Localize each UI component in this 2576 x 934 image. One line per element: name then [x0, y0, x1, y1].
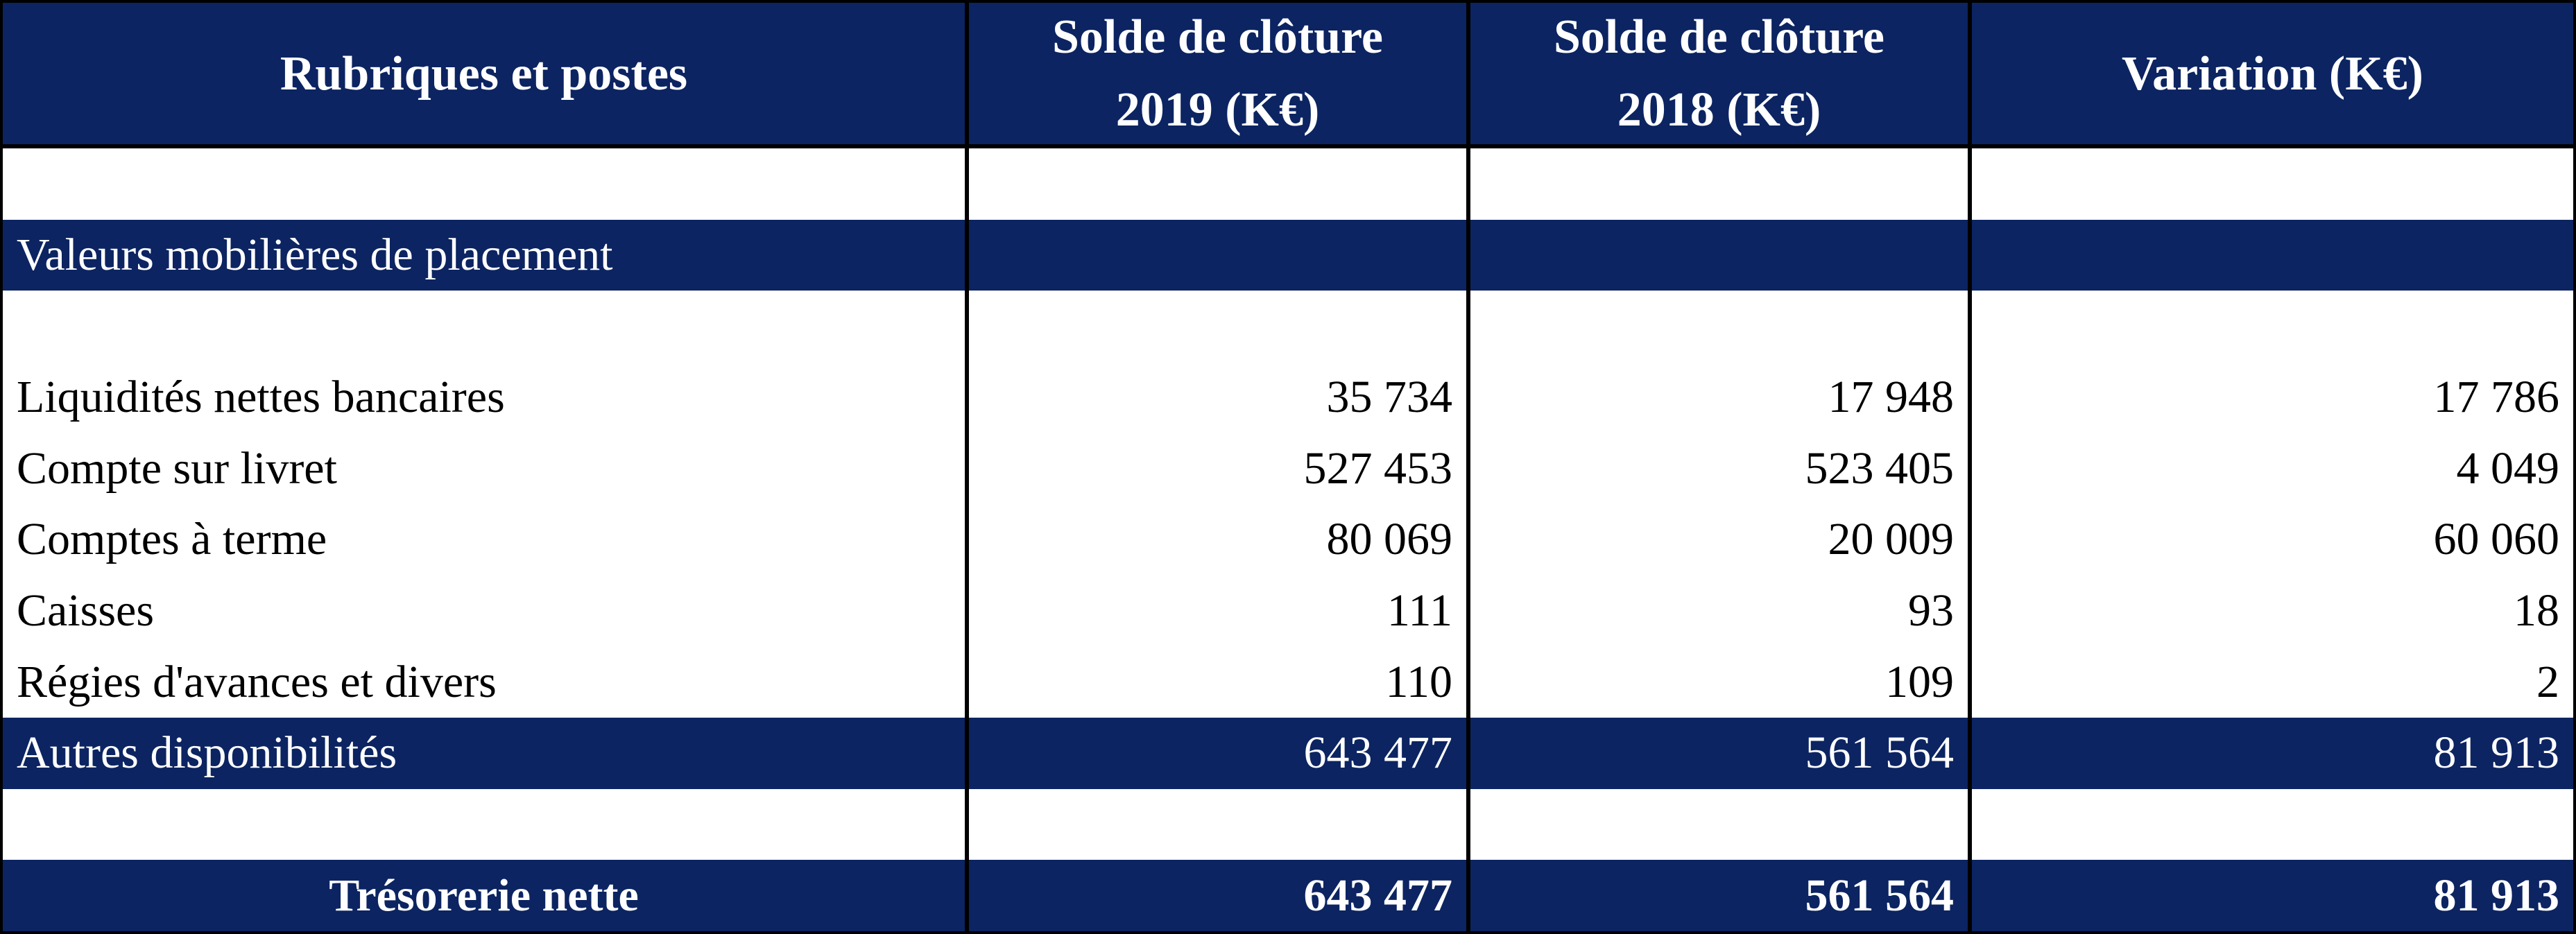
- empty-cell: [969, 148, 1466, 220]
- empty-cell: [969, 219, 1466, 291]
- row-label: Caisses: [3, 575, 965, 647]
- total-value: 643 477: [969, 860, 1466, 931]
- empty-cell: [1972, 148, 2573, 220]
- total-value: 81 913: [1972, 860, 2573, 931]
- subtotal-value: 643 477: [969, 718, 1466, 789]
- empty-cell: [969, 788, 1466, 861]
- value-cell: 93: [1470, 575, 1968, 647]
- header-cell: Solde de clôture 2018 (K€): [1470, 3, 1968, 148]
- subtotal-value: 81 913: [1972, 718, 2573, 789]
- header-cell: Rubriques et postes: [3, 3, 965, 148]
- value-cell: 2: [1972, 646, 2573, 718]
- value-cell: 4 049: [1972, 433, 2573, 505]
- subtotal-label: Autres disponibilités: [3, 718, 965, 789]
- row-label: Comptes à terme: [3, 504, 965, 576]
- empty-cell: [1470, 291, 1968, 362]
- empty-cell: [969, 291, 1466, 362]
- row-label: Compte sur livret: [3, 433, 965, 505]
- value-cell: 523 405: [1470, 433, 1968, 505]
- value-cell: 527 453: [969, 433, 1466, 505]
- total-value: 561 564: [1470, 860, 1968, 931]
- value-cell: 60 060: [1972, 504, 2573, 576]
- value-cell: 35 734: [969, 361, 1466, 433]
- value-cell: 109: [1470, 646, 1968, 718]
- value-cell: 80 069: [969, 504, 1466, 576]
- empty-cell: [1972, 291, 2573, 362]
- header-cell: Variation (K€): [1972, 3, 2573, 148]
- empty-cell: [1972, 219, 2573, 291]
- empty-cell: [3, 291, 965, 362]
- empty-cell: [1972, 788, 2573, 861]
- value-cell: 18: [1972, 575, 2573, 647]
- value-cell: 20 009: [1470, 504, 1968, 576]
- value-cell: 17 948: [1470, 361, 1968, 433]
- empty-cell: [1470, 788, 1968, 861]
- value-cell: 111: [969, 575, 1466, 647]
- empty-cell: [3, 788, 965, 861]
- subtotal-value: 561 564: [1470, 718, 1968, 789]
- empty-cell: [1470, 219, 1968, 291]
- empty-cell: [1470, 148, 1968, 220]
- section-label: Valeurs mobilières de placement: [3, 219, 965, 291]
- empty-cell: [3, 148, 965, 220]
- total-label: Trésorerie nette: [3, 860, 965, 931]
- value-cell: 110: [969, 646, 1466, 718]
- row-label: Régies d'avances et divers: [3, 646, 965, 718]
- row-label: Liquidités nettes bancaires: [3, 361, 965, 433]
- value-cell: 17 786: [1972, 361, 2573, 433]
- header-cell: Solde de clôture 2019 (K€): [969, 3, 1466, 148]
